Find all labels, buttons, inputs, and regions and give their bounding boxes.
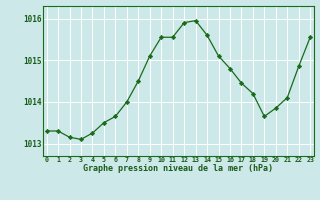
X-axis label: Graphe pression niveau de la mer (hPa): Graphe pression niveau de la mer (hPa)	[84, 164, 273, 173]
